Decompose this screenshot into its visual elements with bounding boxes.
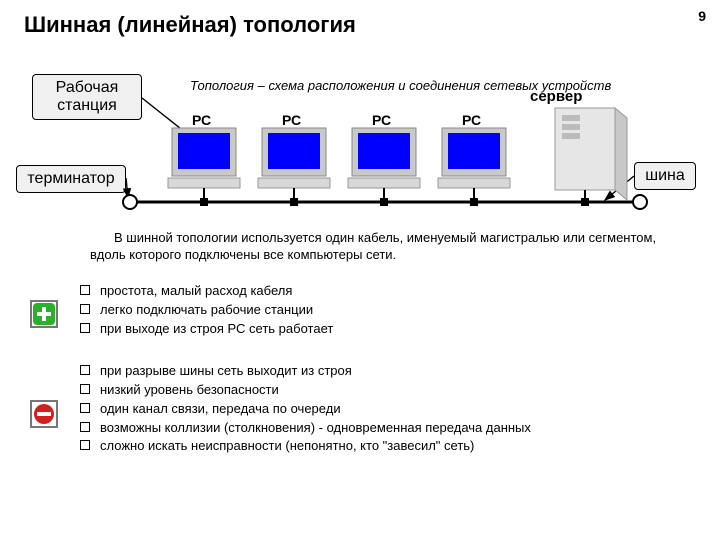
minus-icon [30, 400, 58, 428]
server-node [555, 108, 627, 206]
plus-icon [30, 300, 58, 328]
pro-item: легко подключать рабочие станции [100, 301, 313, 320]
con-item: один канал связи, передача по очереди [100, 400, 341, 419]
con-item: возможны коллизии (столкновения) - однов… [100, 419, 531, 438]
con-item: при разрыве шины сеть выходит из строя [100, 362, 352, 381]
con-item: сложно искать неисправности (непонятно, … [100, 437, 474, 456]
pros-list: простота, малый расход кабеля легко подк… [80, 282, 640, 339]
pro-item: простота, малый расход кабеля [100, 282, 292, 301]
pc-3 [348, 128, 420, 206]
body-paragraph: В шинной топологии используется один каб… [90, 230, 670, 264]
pro-item: при выходе из строя РС сеть работает [100, 320, 333, 339]
con-item: низкий уровень безопасности [100, 381, 279, 400]
pc-4 [438, 128, 510, 206]
pc-1 [168, 128, 240, 206]
cons-list: при разрыве шины сеть выходит из строя н… [80, 362, 680, 456]
bus-topology-diagram [0, 0, 720, 540]
pc-2 [258, 128, 330, 206]
